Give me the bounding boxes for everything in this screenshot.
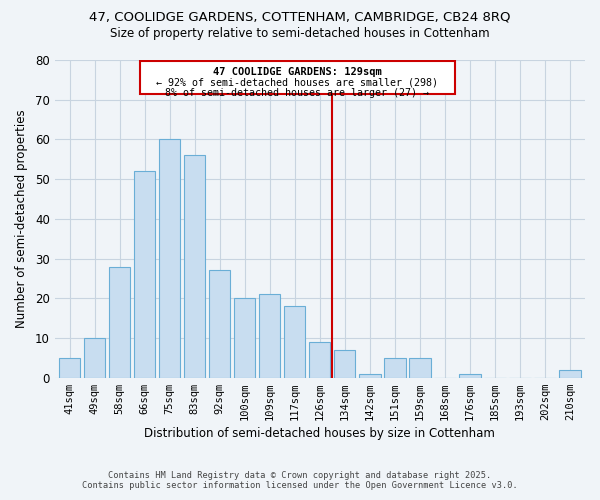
Text: 47 COOLIDGE GARDENS: 129sqm: 47 COOLIDGE GARDENS: 129sqm — [213, 67, 382, 77]
Bar — [159, 140, 181, 378]
Bar — [259, 294, 280, 378]
Bar — [84, 338, 106, 378]
Text: Size of property relative to semi-detached houses in Cottenham: Size of property relative to semi-detach… — [110, 28, 490, 40]
Bar — [384, 358, 406, 378]
Bar — [140, 61, 455, 94]
Bar — [559, 370, 581, 378]
Text: ← 92% of semi-detached houses are smaller (298): ← 92% of semi-detached houses are smalle… — [157, 78, 439, 88]
Text: 8% of semi-detached houses are larger (27) →: 8% of semi-detached houses are larger (2… — [166, 88, 430, 98]
Bar — [209, 270, 230, 378]
Bar — [359, 374, 380, 378]
Bar — [59, 358, 80, 378]
Bar — [134, 171, 155, 378]
Y-axis label: Number of semi-detached properties: Number of semi-detached properties — [15, 110, 28, 328]
Bar — [459, 374, 481, 378]
Bar — [309, 342, 331, 378]
Text: 47, COOLIDGE GARDENS, COTTENHAM, CAMBRIDGE, CB24 8RQ: 47, COOLIDGE GARDENS, COTTENHAM, CAMBRID… — [89, 10, 511, 23]
Bar — [234, 298, 256, 378]
Bar — [284, 306, 305, 378]
Bar — [409, 358, 431, 378]
Bar — [184, 156, 205, 378]
Bar — [109, 266, 130, 378]
Text: Contains HM Land Registry data © Crown copyright and database right 2025.
Contai: Contains HM Land Registry data © Crown c… — [82, 470, 518, 490]
Bar — [334, 350, 355, 378]
X-axis label: Distribution of semi-detached houses by size in Cottenham: Distribution of semi-detached houses by … — [145, 427, 495, 440]
